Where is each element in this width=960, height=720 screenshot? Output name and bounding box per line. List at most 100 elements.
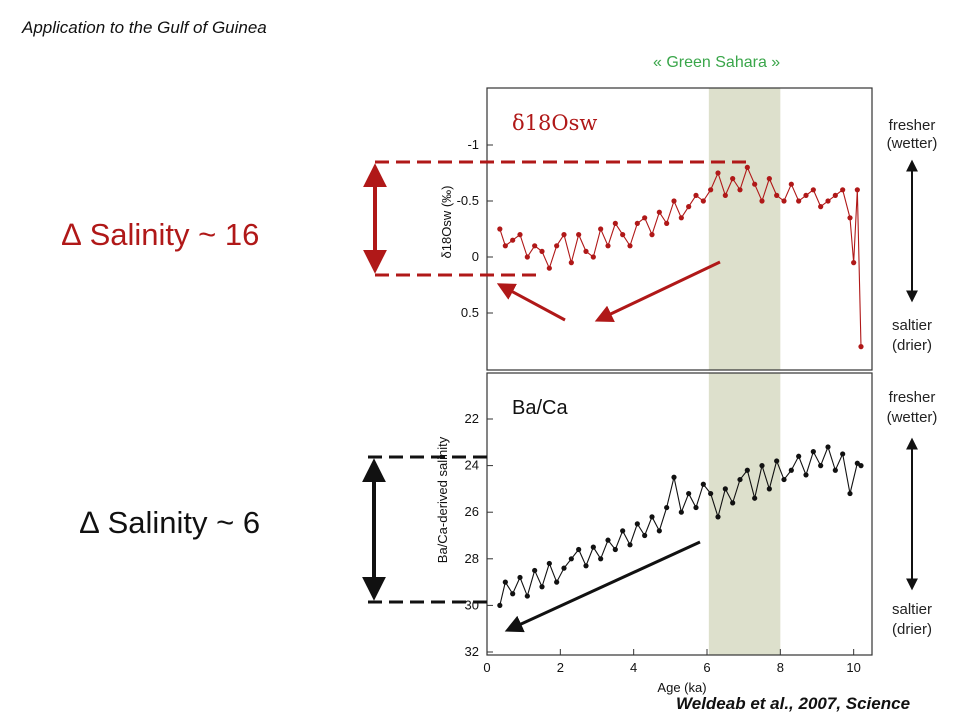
y-tick-label: 22 (465, 411, 479, 426)
top-series (497, 164, 864, 350)
top-inset-label: δ18Osw (512, 111, 597, 135)
data-point (858, 463, 864, 469)
data-point (847, 490, 853, 497)
data-point (656, 209, 662, 215)
y-tick-label: 28 (465, 551, 479, 566)
data-point (708, 187, 714, 193)
data-point (590, 544, 596, 550)
data-point (774, 458, 780, 464)
data-point (502, 243, 508, 249)
data-point (554, 243, 560, 249)
data-point (840, 451, 846, 457)
bottom-series (497, 444, 864, 609)
data-point (576, 232, 582, 238)
x-axis-label: Age (ka) (657, 680, 706, 695)
data-point (825, 444, 831, 450)
delta-salinity-bottom-label: ∆ Salinity ~ 6 (80, 505, 261, 540)
data-point (524, 593, 530, 599)
data-point (744, 467, 750, 473)
data-point (840, 187, 846, 193)
data-point (598, 556, 604, 562)
saltier-label-top: saltier (892, 317, 932, 334)
data-point (554, 579, 560, 585)
green-sahara-band-top (708, 88, 781, 370)
data-point (858, 344, 864, 350)
data-point (693, 192, 699, 198)
data-point (561, 565, 567, 571)
bottom-y-axis-label: Ba/Ca-derived salinity (435, 436, 450, 563)
data-point (671, 474, 677, 480)
data-point (598, 226, 604, 232)
series-line (499, 165, 862, 347)
data-point (627, 542, 633, 548)
drier-label-bottom: (drier) (892, 621, 932, 638)
data-point (517, 232, 523, 238)
data-point (810, 449, 816, 455)
data-point (649, 514, 655, 520)
data-point (774, 192, 780, 198)
red-trend-arrow-left (496, 283, 566, 322)
y-tick-label: 0 (472, 249, 479, 264)
data-point (605, 537, 611, 543)
drier-label-top: (drier) (892, 337, 932, 354)
data-point (502, 579, 508, 585)
delta-salinity-top-label: ∆ Salinity ~ 16 (62, 217, 260, 252)
data-point (700, 198, 706, 204)
data-point (664, 220, 670, 226)
data-point (546, 265, 552, 271)
data-point (664, 504, 670, 511)
data-point (715, 514, 721, 520)
data-point (737, 187, 743, 193)
slide-title: Application to the Gulf of Guinea (22, 18, 267, 37)
top-panel: -1 -0.5 0 0.5 δ18Osw δ18Osw (‰) (439, 87, 873, 371)
data-point (612, 546, 618, 553)
data-point (781, 476, 787, 483)
data-point (825, 198, 831, 204)
x-tick-label: 0 (483, 660, 490, 675)
data-point (671, 198, 677, 204)
x-ticks: 0 2 4 6 8 10 (483, 649, 861, 675)
y-tick-label: -0.5 (457, 193, 479, 208)
data-point (818, 204, 824, 210)
wetter-label-top: (wetter) (887, 135, 938, 152)
red-trend-arrow-right (594, 260, 721, 322)
green-sahara-band-bottom (708, 373, 781, 655)
x-tick-label: 2 (557, 660, 564, 675)
bottom-y-ticks: 22 24 26 28 30 32 (465, 411, 493, 659)
data-point (605, 243, 611, 249)
data-point (539, 584, 545, 590)
data-point (642, 215, 648, 221)
data-point (686, 204, 692, 210)
data-point (788, 467, 794, 473)
data-point (752, 181, 758, 187)
data-point (700, 481, 706, 487)
data-point (781, 198, 787, 204)
fresher-label-bottom: fresher (889, 389, 936, 406)
top-panel-frame (486, 87, 873, 371)
data-point (620, 528, 626, 534)
data-point (715, 170, 721, 176)
data-point (796, 453, 802, 459)
data-point (634, 521, 640, 527)
data-point (759, 463, 765, 469)
data-point (532, 243, 538, 249)
data-point (517, 574, 523, 581)
x-tick-label: 6 (703, 660, 710, 675)
data-point (649, 232, 655, 238)
citation: Weldeab et al., 2007, Science (676, 694, 911, 713)
data-point (546, 560, 552, 567)
x-tick-label: 10 (846, 660, 860, 675)
saltier-label-bottom: saltier (892, 601, 932, 618)
data-point (796, 198, 802, 204)
y-tick-label: 0.5 (461, 305, 479, 320)
data-point (561, 232, 567, 238)
data-point (832, 192, 838, 198)
data-point (766, 486, 772, 492)
data-point (766, 176, 772, 182)
y-tick-label: -1 (467, 137, 479, 152)
data-point (590, 254, 596, 260)
data-point (693, 504, 699, 511)
x-tick-label: 8 (777, 660, 784, 675)
data-point (708, 490, 714, 497)
